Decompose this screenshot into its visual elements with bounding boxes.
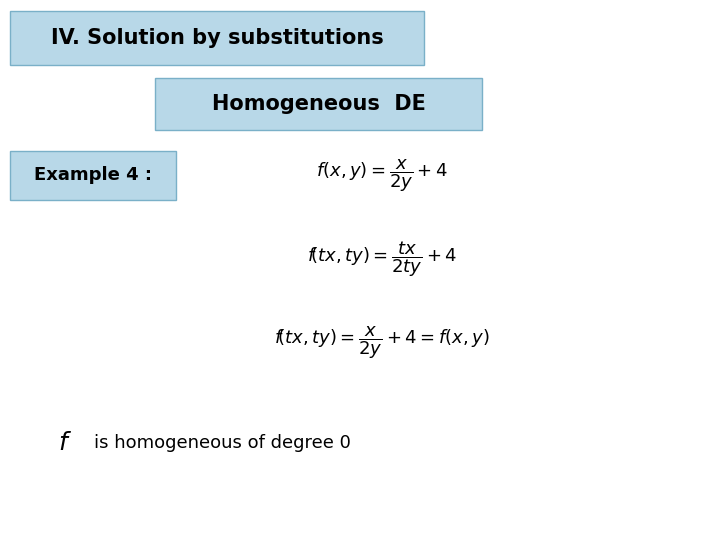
FancyBboxPatch shape xyxy=(10,151,176,200)
Text: $f\!\left(tx,ty\right)=\dfrac{tx}{2ty}+4$: $f\!\left(tx,ty\right)=\dfrac{tx}{2ty}+4… xyxy=(307,239,456,279)
Text: $f\!\left(tx,ty\right)=\dfrac{x}{2y}+4=f\left(x,y\right)$: $f\!\left(tx,ty\right)=\dfrac{x}{2y}+4=f… xyxy=(274,325,490,361)
Text: IV. Solution by substitutions: IV. Solution by substitutions xyxy=(50,28,384,48)
Text: $f\left(x,y\right)=\dfrac{x}{2y}+4$: $f\left(x,y\right)=\dfrac{x}{2y}+4$ xyxy=(315,157,448,194)
Text: Homogeneous  DE: Homogeneous DE xyxy=(212,94,426,114)
FancyBboxPatch shape xyxy=(10,11,424,65)
Text: Example 4 :: Example 4 : xyxy=(34,166,152,185)
FancyBboxPatch shape xyxy=(155,78,482,130)
Text: $f$: $f$ xyxy=(58,431,72,455)
Text: is homogeneous of degree 0: is homogeneous of degree 0 xyxy=(94,434,351,452)
